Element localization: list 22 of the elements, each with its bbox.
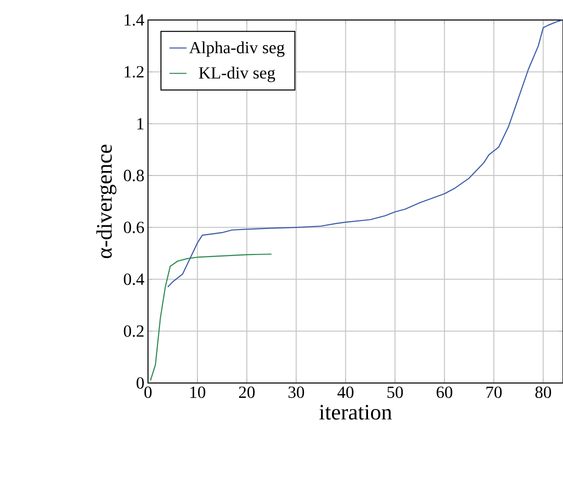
x-tick-label: 20 bbox=[239, 386, 255, 398]
y-tick-label: 0.4 bbox=[124, 274, 144, 286]
x-tick-label: 80 bbox=[535, 386, 552, 398]
x-tick-label: 10 bbox=[190, 386, 206, 398]
y-tick-label: 1.2 bbox=[124, 66, 144, 78]
x-tick-label: 30 bbox=[288, 386, 304, 398]
line-series bbox=[150, 254, 272, 381]
x-tick-label: 50 bbox=[388, 386, 403, 398]
x-tick-label: 40 bbox=[337, 386, 354, 398]
legend-label: Alpha-div seg bbox=[189, 41, 285, 57]
legend-label: KL-div seg bbox=[198, 66, 276, 82]
x-tick-label: 70 bbox=[486, 386, 502, 398]
y-tick-label: 0.6 bbox=[124, 222, 144, 234]
x-tick-label: 0 bbox=[144, 386, 152, 398]
y-tick-label: 0.8 bbox=[124, 170, 144, 182]
y-tick-label: 1.4 bbox=[124, 14, 144, 26]
y-axis-title: α-divergence bbox=[96, 144, 116, 258]
y-tick-label: 1 bbox=[137, 118, 144, 130]
y-tick-label: 0.2 bbox=[124, 325, 144, 337]
y-tick-label: 0 bbox=[136, 377, 144, 389]
x-tick-label: 60 bbox=[436, 386, 452, 398]
x-axis-title: iteration bbox=[319, 404, 392, 420]
